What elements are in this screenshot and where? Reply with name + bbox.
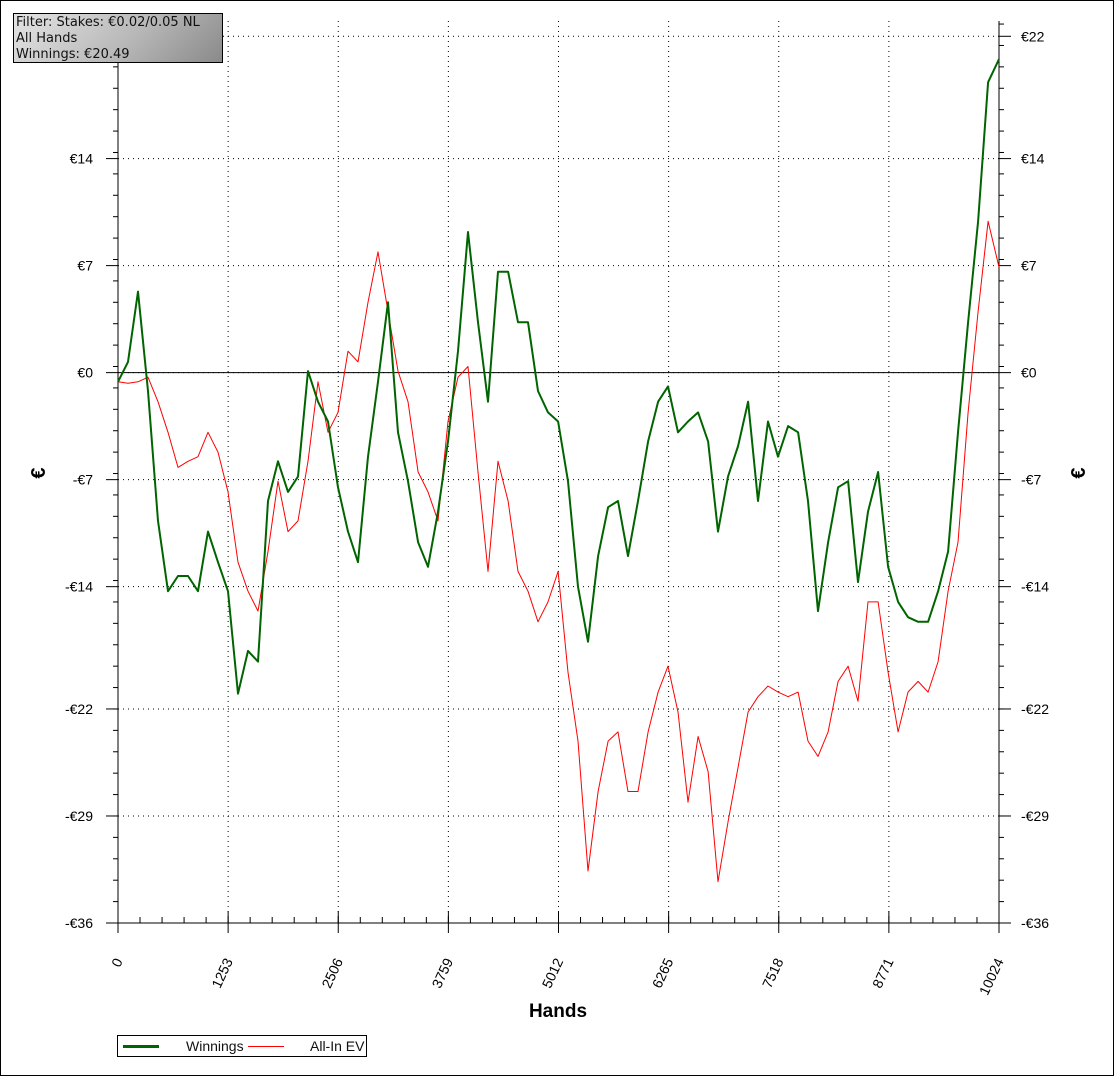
y-tick-label-right: €7	[1021, 258, 1037, 274]
x-tick-label: 3759	[428, 955, 456, 990]
y-axis-title-right: €	[1068, 467, 1090, 478]
y-axis-title-left: €	[28, 467, 50, 478]
y-tick-label-right: €22	[1021, 28, 1045, 44]
series-line-all-in-ev	[117, 220, 1000, 883]
y-tick-label-left: -€22	[65, 701, 93, 717]
y-tick-label-left: -€7	[73, 472, 93, 488]
legend-label-winnings: Winnings	[186, 1038, 244, 1054]
x-tick-label: 7518	[759, 955, 787, 990]
y-tick-label-right: -€22	[1021, 701, 1049, 717]
x-tick-label: 10024	[976, 955, 1007, 997]
filter-hands-text: All Hands	[16, 31, 78, 46]
legend: Winnings All-In EV	[117, 1035, 367, 1057]
y-tick-label-left: -€36	[65, 915, 93, 931]
x-tick-label: 2506	[318, 955, 346, 990]
y-tick-label-left: -€14	[65, 579, 93, 595]
x-tick-label: 6265	[649, 955, 677, 990]
legend-swatch-all-in-ev	[248, 1046, 284, 1047]
legend-label-all-in-ev: All-In EV	[310, 1038, 365, 1054]
filter-info-box: Filter: Stakes: €0.02/0.05 NL All Hands …	[13, 13, 223, 63]
y-tick-label-right: -€7	[1021, 472, 1041, 488]
y-tick-label-left: -€29	[65, 808, 93, 824]
y-tick-label-right: €14	[1021, 151, 1045, 167]
y-tick-label-left: €14	[70, 151, 94, 167]
y-tick-label-right: -€29	[1021, 808, 1049, 824]
winnings-total-text: Winnings: €20.49	[16, 47, 130, 62]
series-line-winnings	[117, 58, 1000, 695]
y-tick-label-left: €0	[77, 365, 93, 381]
y-tick-label-right: €0	[1021, 365, 1037, 381]
y-tick-label-right: -€36	[1021, 915, 1049, 931]
x-tick-label: 1253	[208, 955, 236, 990]
y-tick-label-left: €7	[77, 258, 93, 274]
legend-swatch-winnings	[123, 1045, 159, 1048]
x-axis-title: Hands	[529, 1001, 587, 1022]
x-tick-label: 5012	[539, 955, 567, 990]
x-tick-label: 0	[108, 955, 126, 969]
filter-stakes-text: Filter: Stakes: €0.02/0.05 NL	[16, 15, 200, 30]
y-tick-label-right: -€14	[1021, 579, 1049, 595]
x-tick-label: 8771	[869, 955, 897, 990]
